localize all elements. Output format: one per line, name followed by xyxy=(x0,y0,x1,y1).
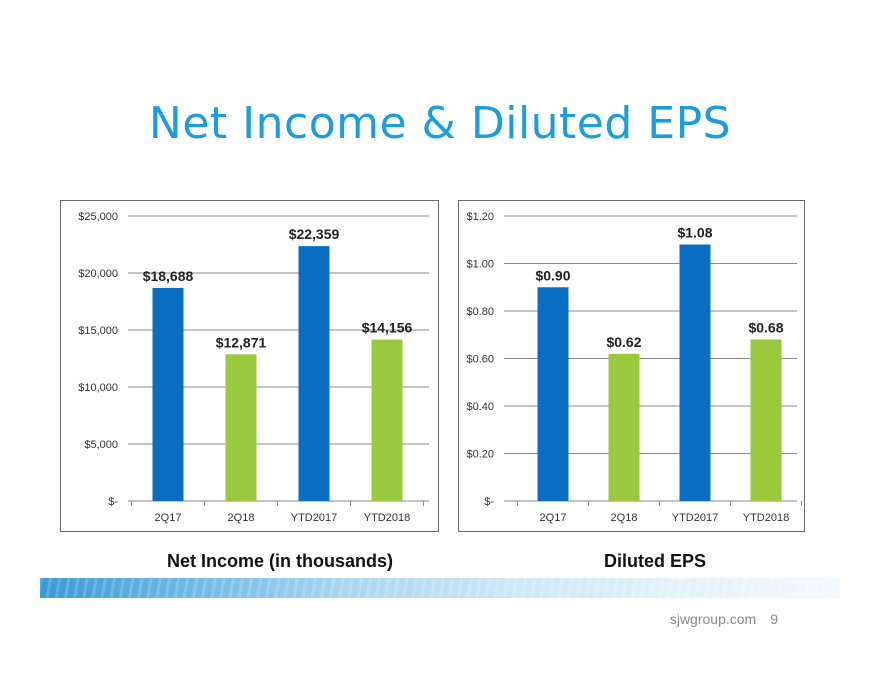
diluted-eps-chart-title: Diluted EPS xyxy=(603,551,706,571)
data-label: $1.08 xyxy=(677,225,712,241)
bar xyxy=(152,287,184,501)
y-tick-label: $10,000 xyxy=(78,382,118,394)
y-tick-label: $20,000 xyxy=(78,268,118,280)
data-label: $14,156 xyxy=(362,320,413,336)
bar xyxy=(298,246,330,501)
net-income-chart-svg: $- $5,000 $10,000 $15,000 $20,000 $25,000 $18,… xyxy=(78,211,429,524)
y-tick-label: $0.60 xyxy=(466,354,494,366)
data-label: $0.68 xyxy=(748,320,783,336)
x-tick-label: 2Q18 xyxy=(611,512,638,524)
net-income-chart-title: Net Income (in thousands) xyxy=(166,551,393,571)
data-label: $0.90 xyxy=(535,267,570,283)
data-label: $12,871 xyxy=(216,334,267,350)
y-tick-label: $0.40 xyxy=(466,401,494,413)
y-tick-label: $1.00 xyxy=(466,259,494,271)
data-label: $0.62 xyxy=(606,334,641,350)
y-tick-label: $0.80 xyxy=(466,306,494,318)
bar xyxy=(679,244,711,501)
y-tick-label: $15,000 xyxy=(78,325,118,337)
x-tick-label: 2Q17 xyxy=(155,512,182,524)
x-tick-label: YTD2018 xyxy=(743,512,789,524)
y-tick-label: $- xyxy=(108,496,118,508)
page-number: 9 xyxy=(770,611,778,627)
x-tick-label: YTD2017 xyxy=(672,512,718,524)
data-label: $18,688 xyxy=(143,268,194,284)
y-tick-label: $1.20 xyxy=(466,211,494,223)
x-tick-label: 2Q18 xyxy=(228,512,255,524)
slide-title: Net Income & Diluted EPS xyxy=(148,98,732,149)
decorative-water-strip xyxy=(40,578,840,598)
footer-site: sjwgroup.com xyxy=(669,611,757,627)
y-tick-label: $0.20 xyxy=(466,449,494,461)
y-tick-label: $5,000 xyxy=(84,439,118,451)
x-tick-label: YTD2017 xyxy=(291,512,337,524)
x-tick-label: 2Q17 xyxy=(540,512,567,524)
bar xyxy=(225,354,257,501)
x-tick-label: YTD2018 xyxy=(364,512,410,524)
y-tick-label: $- xyxy=(484,496,494,508)
bar xyxy=(750,339,782,501)
data-label: $22,359 xyxy=(289,226,340,242)
bar xyxy=(537,287,569,501)
diluted-eps-chart-svg: $- $0.20 $0.40 $0.60 $0.80 $1.00 $1.20 $0.90 2Q1… xyxy=(466,211,802,524)
y-tick-label: $25,000 xyxy=(78,211,118,223)
bar xyxy=(371,339,403,501)
diluted-eps-chart: $- $0.20 $0.40 $0.60 $0.80 $1.00 $1.20 $0.90 2Q1… xyxy=(458,200,805,532)
footer: sjwgroup.com 9 xyxy=(670,611,778,627)
net-income-chart: $- $5,000 $10,000 $15,000 $20,000 $25,000 $18,… xyxy=(60,200,439,532)
bar xyxy=(608,353,640,501)
